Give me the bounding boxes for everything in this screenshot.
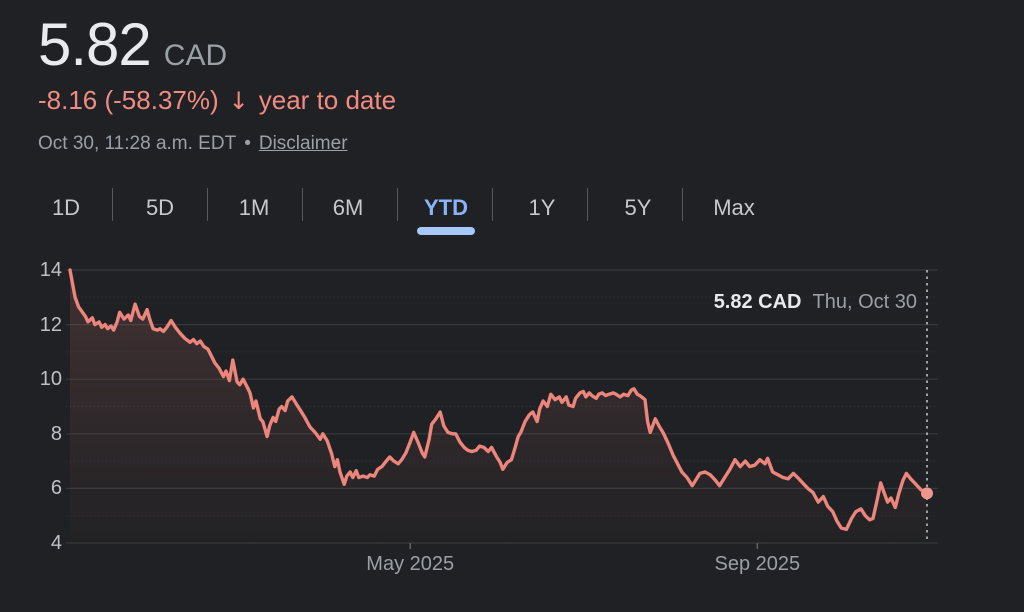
change-value: -8.16 (-58.37%)	[38, 85, 219, 115]
x-axis-tick-label: Sep 2025	[714, 553, 801, 575]
tab-divider	[302, 188, 303, 221]
tab-5y[interactable]: 5Y	[624, 195, 652, 220]
tab-divider	[207, 188, 208, 221]
y-axis-tick-label: 8	[50, 422, 62, 445]
price-header: 5.82 CAD	[38, 14, 227, 76]
currency-label: CAD	[163, 39, 228, 72]
y-axis-tick-label: 12	[39, 313, 62, 336]
price-change-row: -8.16 (-58.37%) ↓ year to date	[38, 85, 396, 116]
quote-timestamp: Oct 30, 11:28 a.m. EDT	[38, 133, 237, 154]
y-axis-tick-label: 6	[50, 477, 62, 500]
crosshair-tooltip: 5.82 CAD Thu, Oct 30	[714, 291, 917, 314]
tab-ytd[interactable]: YTD	[424, 195, 468, 220]
tab-6m[interactable]: 6M	[332, 195, 364, 220]
x-axis-tick-label: May 2025	[366, 553, 455, 575]
separator-dot: •	[244, 133, 251, 154]
y-axis-tick-label: 14	[39, 259, 62, 281]
tab-1m[interactable]: 1M	[238, 195, 270, 220]
quote-meta-row: Oct 30, 11:28 a.m. EDT • Disclaimer	[38, 133, 348, 155]
active-tab-indicator	[417, 227, 475, 235]
tooltip-price: 5.82 CAD	[713, 291, 802, 313]
tab-5d[interactable]: 5D	[145, 195, 175, 220]
tab-divider	[112, 188, 113, 221]
arrow-down-icon: ↓	[228, 86, 249, 115]
y-axis-tick-label: 4	[50, 532, 62, 554]
change-period-label: year to date	[258, 85, 397, 115]
tab-max[interactable]: Max	[713, 195, 755, 220]
tab-divider	[492, 188, 493, 221]
tab-divider	[397, 188, 398, 221]
tab-divider	[587, 188, 588, 221]
range-tab-bar: 1D 5D 1M 6M YTD 1Y 5Y Max	[0, 188, 800, 228]
tab-1y[interactable]: 1Y	[528, 195, 556, 220]
tooltip-date: Thu, Oct 30	[812, 291, 918, 313]
tab-divider	[682, 188, 683, 221]
tab-1d[interactable]: 1D	[51, 195, 81, 220]
y-axis-tick-label: 10	[39, 368, 62, 391]
disclaimer-link[interactable]: Disclaimer	[258, 133, 348, 154]
current-price: 5.82	[38, 11, 152, 78]
